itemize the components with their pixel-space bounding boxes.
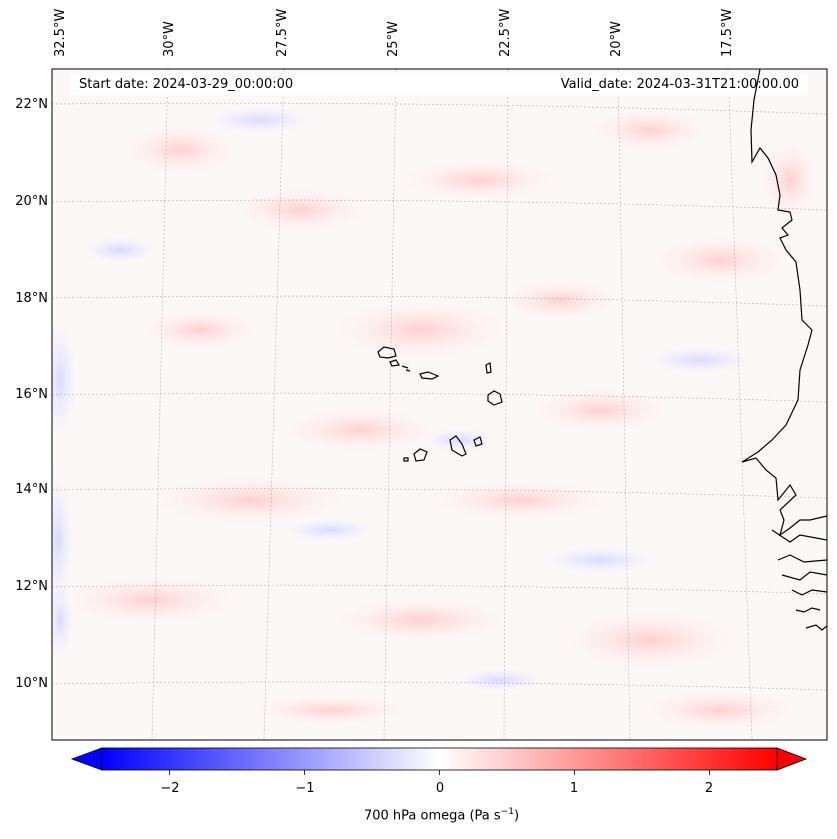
lon-label-32.5w: 32.5°W [53, 8, 68, 57]
lat-label-18n: 18°N [15, 291, 48, 306]
lat-label-14n: 14°N [15, 482, 48, 497]
omega-field [52, 106, 820, 730]
colorbar-title: 700 hPa omega (Pa s−1) [0, 807, 837, 823]
lon-label-27.5w: 27.5°W [275, 8, 290, 57]
lon-label-30w: 30°W [162, 21, 177, 57]
coastlines [741, 69, 827, 631]
lat-label-16n: 16°N [15, 387, 48, 402]
lat-label-20n: 20°N [15, 194, 48, 209]
lon-label-20w: 20°W [609, 21, 624, 57]
lon-label-17.5w: 17.5°W [720, 8, 735, 57]
lon-label-22.5w: 22.5°W [498, 8, 513, 57]
header-strip [70, 73, 808, 95]
colorbar-tick-label: −1 [295, 781, 315, 796]
colorbar [70, 747, 808, 775]
colorbar-title-exponent: −1 [500, 807, 514, 817]
lat-label-12n: 12°N [15, 579, 48, 594]
lat-label-22n: 22°N [15, 97, 48, 112]
colorbar-extend-high [776, 747, 808, 771]
colorbar-gradient [101, 747, 778, 771]
lon-label-25w: 25°W [386, 21, 401, 57]
colorbar-tick-label: 1 [569, 781, 579, 796]
start-date-label: Start date: 2024-03-29_00:00:00 [79, 77, 294, 92]
colorbar-tick-label: 2 [704, 781, 714, 796]
cape-verde-islands [377, 346, 503, 462]
lat-label-10n: 10°N [15, 676, 48, 691]
colorbar-extend-low [70, 747, 103, 771]
colorbar-title-end: ) [513, 808, 520, 824]
gridlines [52, 69, 827, 740]
colorbar-tick-label: 0 [435, 781, 445, 796]
colorbar-tick-label: −2 [160, 781, 180, 796]
valid-date-label: Valid_date: 2024-03-31T21:00:00.00 [560, 77, 799, 92]
colorbar-title-text: 700 hPa omega (Pa s [363, 808, 501, 824]
map-frame [51, 68, 828, 741]
